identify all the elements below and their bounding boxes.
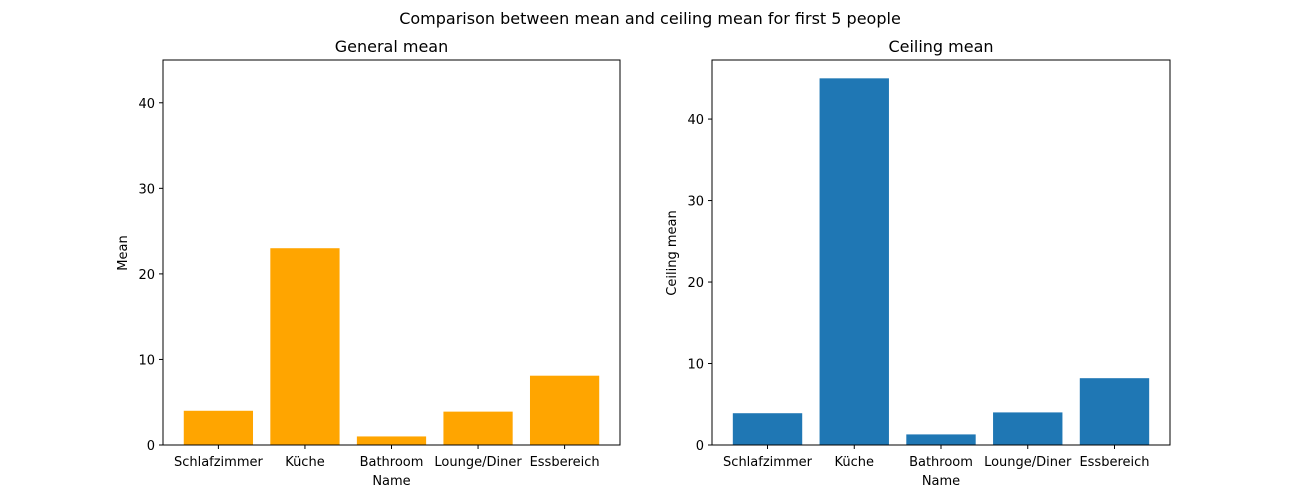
- general-mean-bar-essbereich: [529, 375, 600, 445]
- ceiling-mean-y-tick-label: 20: [687, 276, 704, 291]
- ceiling-mean-bar-lounge-diner: [993, 412, 1063, 445]
- ceiling-mean-xlabel: Name: [922, 474, 960, 489]
- ceiling-mean-plot-frame: [711, 59, 1171, 446]
- ceiling-mean-bars: [732, 78, 1150, 445]
- figure-suptitle: Comparison between mean and ceiling mean…: [399, 9, 901, 28]
- ceiling-mean-chart: Ceiling mean Name Ceiling mean 0 10 20 30 40…: [665, 37, 1171, 489]
- general-mean-y-tick-label: 30: [138, 182, 155, 197]
- general-mean-y-axis: 0 10 20 30 40: [138, 97, 163, 454]
- general-mean-bar-lounge-diner: [443, 411, 513, 445]
- general-mean-y-tick-label: 20: [138, 268, 155, 283]
- ceiling-mean-title: Ceiling mean: [888, 37, 993, 56]
- ceiling-mean-ylabel: Ceiling mean: [665, 210, 680, 295]
- ceiling-mean-x-tick-label: Schlafzimmer: [723, 455, 813, 470]
- ceiling-mean-y-axis: 0 10 20 30 40: [687, 113, 712, 454]
- general-mean-plot-frame: [162, 59, 621, 446]
- general-mean-xlabel: Name: [372, 474, 410, 489]
- ceiling-mean-bar-essbereich: [1079, 378, 1150, 445]
- general-mean-y-tick-label: 10: [138, 353, 155, 368]
- general-mean-bar-schlafzimmer: [183, 410, 254, 445]
- ceiling-mean-x-axis: Schlafzimmer Küche Bathroom Lounge/Diner Ess…: [723, 445, 1150, 470]
- ceiling-mean-x-tick-label: Lounge/Diner: [984, 455, 1072, 470]
- ceiling-mean-x-tick-label: Küche: [834, 455, 874, 470]
- general-mean-y-tick-label: 0: [147, 439, 155, 454]
- general-mean-bar-bathroom: [356, 436, 427, 445]
- ceiling-mean-bar-k-che: [819, 78, 889, 445]
- general-mean-chart: General mean Name Mean 0 10 20 30 40 Schlafz…: [116, 37, 621, 489]
- general-mean-x-tick-label: Lounge/Diner: [434, 455, 522, 470]
- general-mean-x-tick-label: Schlafzimmer: [174, 455, 264, 470]
- ceiling-mean-bar-bathroom: [906, 434, 976, 445]
- general-mean-x-tick-label: Bathroom: [360, 455, 424, 470]
- general-mean-ylabel: Mean: [116, 235, 131, 270]
- ceiling-mean-y-tick-label: 40: [687, 113, 704, 128]
- general-mean-bars: [183, 248, 600, 445]
- general-mean-x-tick-label: Küche: [285, 455, 325, 470]
- general-mean-y-tick-label: 40: [138, 97, 155, 112]
- ceiling-mean-y-tick-label: 0: [696, 439, 704, 454]
- ceiling-mean-x-tick-label: Bathroom: [909, 455, 973, 470]
- ceiling-mean-y-tick-label: 30: [687, 195, 704, 210]
- general-mean-title: General mean: [335, 37, 449, 56]
- ceiling-mean-x-tick-label: Essbereich: [1079, 455, 1149, 470]
- ceiling-mean-bar-schlafzimmer: [732, 413, 803, 445]
- general-mean-x-tick-label: Essbereich: [530, 455, 600, 470]
- general-mean-bar-k-che: [270, 248, 340, 445]
- ceiling-mean-y-tick-label: 10: [687, 358, 704, 373]
- general-mean-x-axis: Schlafzimmer Küche Bathroom Lounge/Diner Ess…: [174, 445, 600, 470]
